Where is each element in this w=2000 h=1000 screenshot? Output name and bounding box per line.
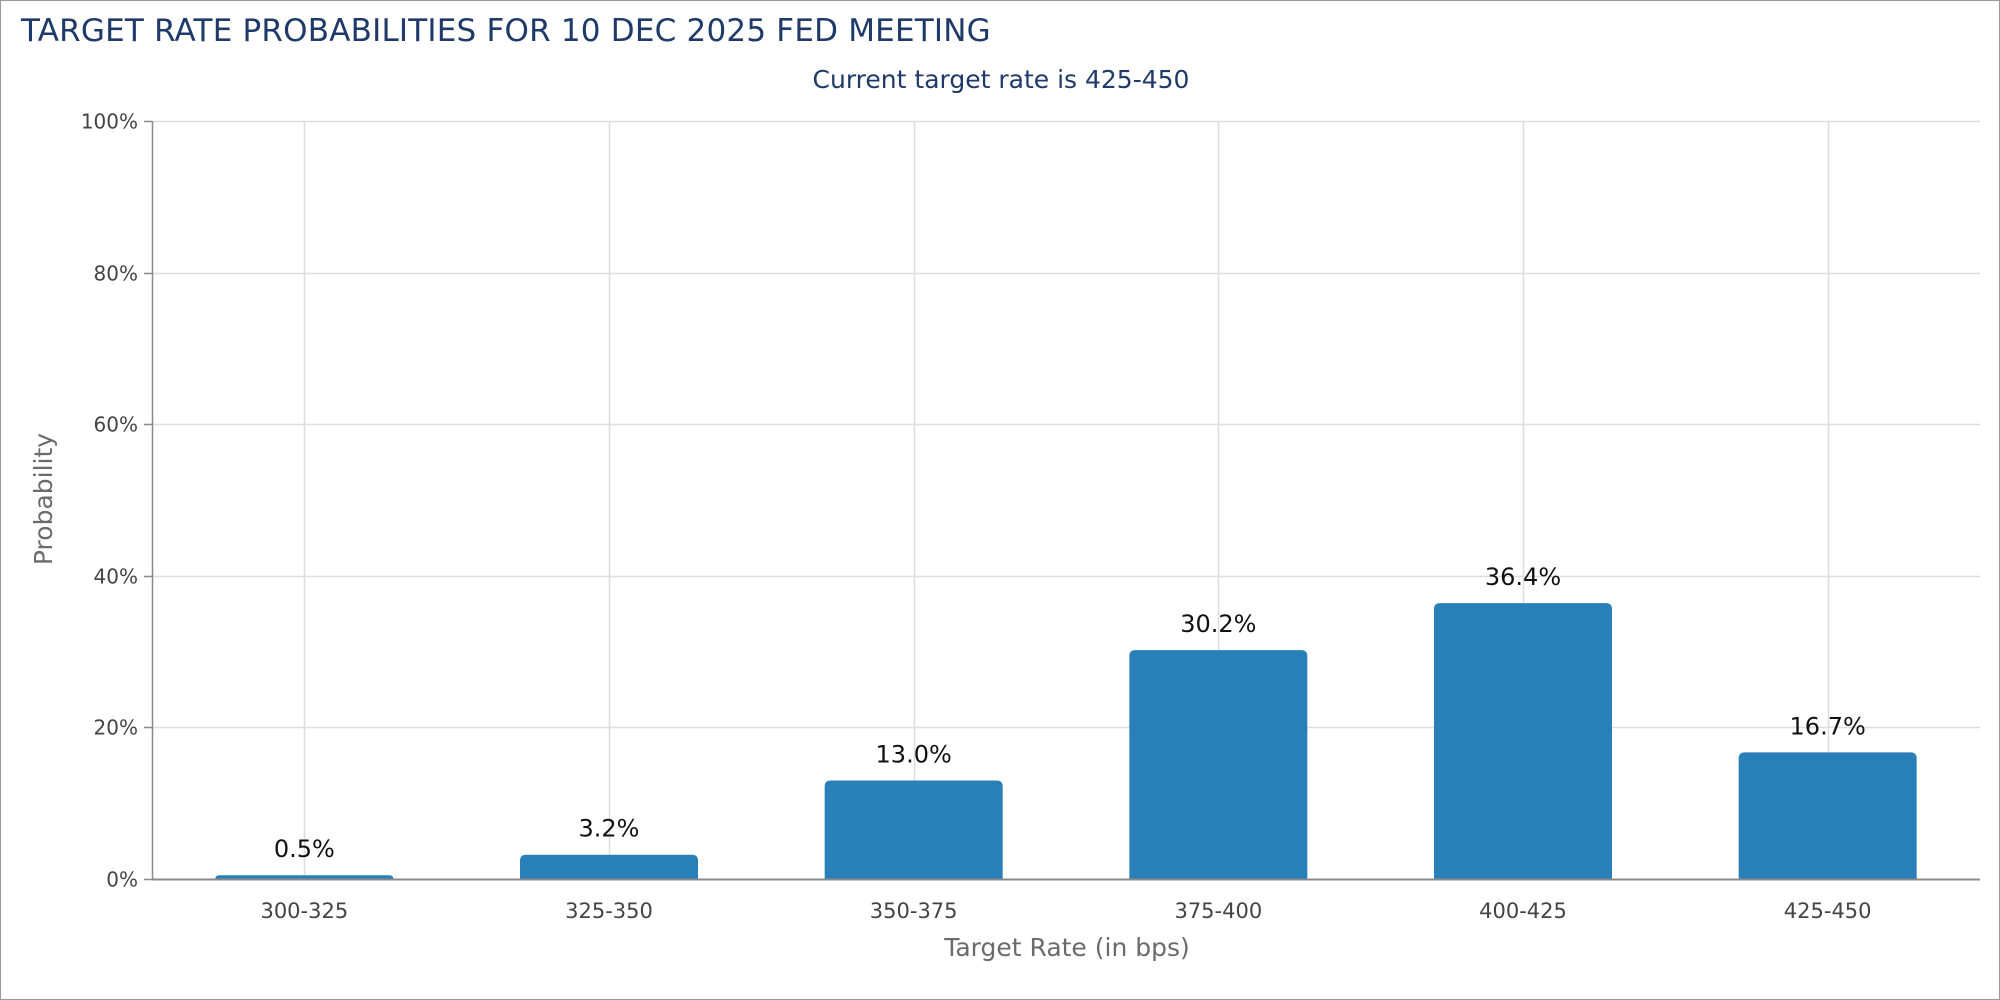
x-axis-title: Target Rate (in bps) — [943, 933, 1190, 962]
bar-375-400[interactable] — [1129, 650, 1308, 879]
axes: 0% 20% 40% 60% 80% 100% 300-325 325-350 350-375 3… — [81, 110, 1980, 923]
y-tick-label: 100% — [81, 110, 138, 134]
x-tick-label: 375-400 — [1174, 899, 1262, 923]
bar-350-375[interactable] — [824, 780, 1003, 879]
data-label: 0.5% — [274, 835, 335, 863]
data-label: 3.2% — [579, 815, 640, 843]
bars — [215, 603, 1917, 879]
y-tick-label: 20% — [94, 716, 138, 740]
y-tick-label: 80% — [94, 262, 138, 286]
x-tick-label: 325-350 — [565, 899, 653, 923]
bar-325-350[interactable] — [520, 854, 698, 879]
x-tick-label: 425-450 — [1784, 899, 1872, 923]
bar-300-325[interactable] — [215, 875, 394, 879]
chart-title: TARGET RATE PROBABILITIES FOR 10 DEC 202… — [21, 13, 991, 49]
data-labels: 0.5% 3.2% 13.0% 30.2% 36.4% 16.7% — [274, 563, 1866, 863]
x-tick-label: 350-375 — [870, 899, 958, 923]
data-label: 16.7% — [1790, 712, 1866, 740]
grid-lines — [152, 120, 1980, 879]
x-tick-label: 400-425 — [1479, 899, 1567, 923]
data-label: 13.0% — [876, 740, 952, 768]
bar-425-450[interactable] — [1738, 752, 1917, 879]
y-axis-title: Probability — [29, 433, 58, 565]
y-tick-label: 0% — [106, 868, 138, 892]
chart-subtitle: Current target rate is 425-450 — [812, 65, 1190, 94]
data-label: 30.2% — [1180, 610, 1256, 638]
bar-400-425[interactable] — [1434, 603, 1612, 879]
y-tick-label: 40% — [94, 565, 138, 589]
data-label: 36.4% — [1485, 563, 1561, 591]
y-tick-label: 60% — [94, 413, 138, 437]
x-tick-label: 300-325 — [260, 899, 348, 923]
